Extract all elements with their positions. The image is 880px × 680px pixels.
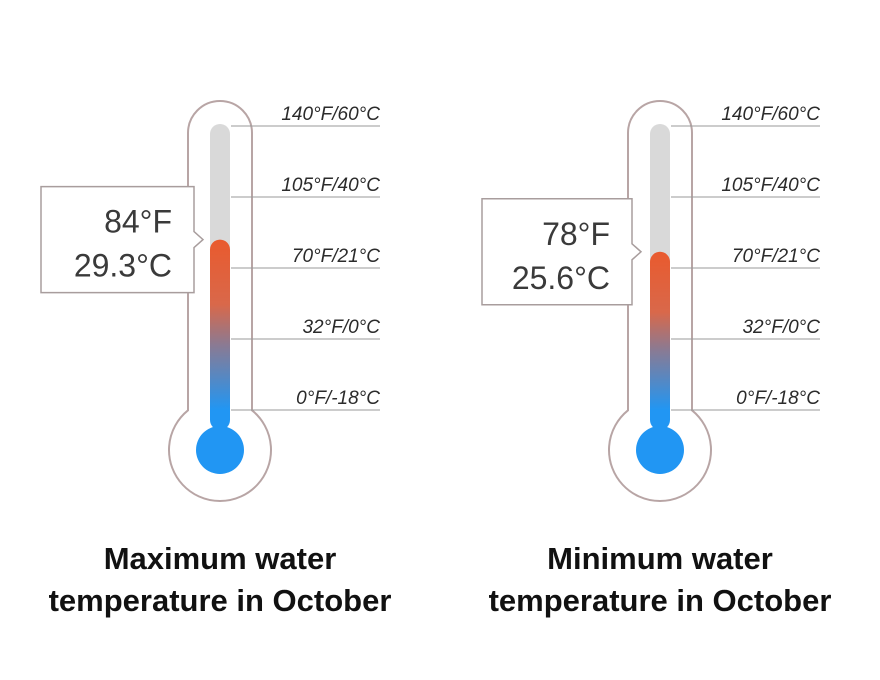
chart-title-max: Maximum water temperature in October bbox=[0, 538, 440, 622]
reading-callout bbox=[481, 198, 643, 306]
mercury-bulb bbox=[196, 426, 244, 474]
chart-title-min-line2: temperature in October bbox=[488, 583, 832, 618]
mercury-column bbox=[650, 251, 670, 430]
chart-title-max-line1: Maximum water bbox=[103, 541, 337, 576]
thermometer-max: 140°F/60°C 105°F/40°C 70°F/21°C 32°F/0°C 0°F… bbox=[40, 100, 380, 502]
reading-celsius: 29.3°C bbox=[74, 248, 172, 284]
tick-label: 70°F/21°C bbox=[732, 246, 820, 267]
tick-label: 140°F/60°C bbox=[281, 104, 380, 125]
mercury-bulb bbox=[636, 426, 684, 474]
tick-label: 0°F/-18°C bbox=[296, 388, 380, 409]
reading-callout bbox=[40, 185, 205, 294]
chart-title-max-line2: temperature in October bbox=[48, 583, 392, 618]
chart-title-min: Minimum water temperature in October bbox=[440, 538, 880, 622]
tick-label: 0°F/-18°C bbox=[736, 388, 820, 409]
tick-label: 32°F/0°C bbox=[302, 317, 380, 338]
tick-label: 32°F/0°C bbox=[742, 317, 820, 338]
tick-label: 105°F/40°C bbox=[281, 175, 380, 196]
reading-celsius: 25.6°C bbox=[512, 260, 610, 296]
tick-label: 105°F/40°C bbox=[721, 175, 820, 196]
reading-fahrenheit: 78°F bbox=[542, 216, 610, 252]
mercury-column bbox=[210, 239, 230, 430]
tick-label: 140°F/60°C bbox=[721, 104, 820, 125]
thermometer-min: 140°F/60°C 105°F/40°C 70°F/21°C 32°F/0°C 0°F… bbox=[481, 100, 820, 502]
tick-label: 70°F/21°C bbox=[292, 246, 380, 267]
chart-title-min-line1: Minimum water bbox=[547, 541, 773, 576]
reading-fahrenheit: 84°F bbox=[104, 204, 172, 240]
